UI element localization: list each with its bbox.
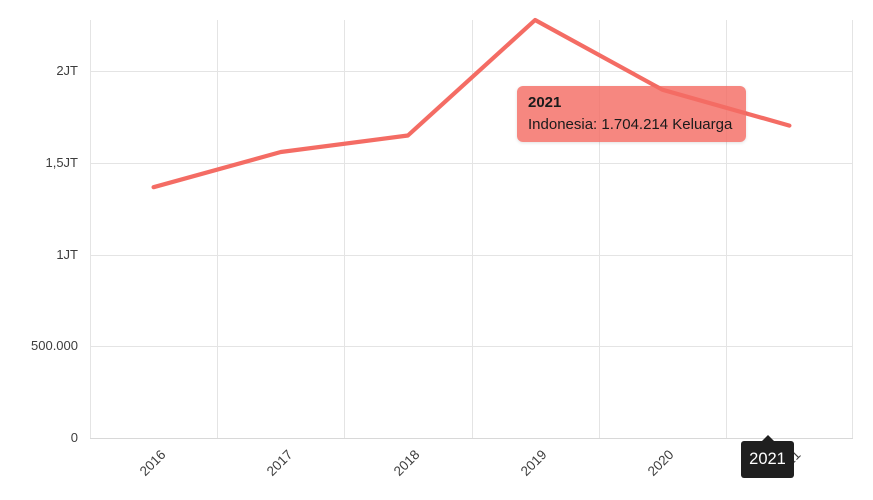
gridline-horizontal (90, 162, 853, 164)
x-axis-tick-label: 2018 (390, 447, 423, 479)
y-axis-tick-label: 1JT (56, 247, 78, 262)
gridline-vertical (217, 20, 218, 438)
y-axis-tick-label: 1,5JT (45, 155, 78, 170)
plot-area (90, 17, 853, 439)
line-series-svg (151, 17, 792, 190)
y-axis-tick-label: 500.000 (31, 338, 78, 353)
x-axis-tick-label: 2017 (263, 447, 296, 479)
selected-year-label: 2021 (749, 450, 786, 468)
selected-year-badge[interactable]: 2021 (741, 435, 794, 478)
y-axis-tick-label: 0 (70, 430, 78, 445)
gridline-vertical (599, 20, 600, 438)
y-axis-tick-label: 2JT (56, 63, 78, 78)
gridline-horizontal (90, 437, 853, 439)
gridline-vertical (726, 20, 727, 438)
gridline-horizontal (90, 254, 853, 256)
tooltip: 2021 Indonesia: 1.704.214 Keluarga (517, 86, 746, 142)
x-axis-tick-label: 2020 (644, 447, 677, 479)
caret-up-icon (760, 435, 775, 442)
gridline-horizontal (90, 70, 853, 72)
tooltip-title: 2021 (528, 94, 562, 111)
x-axis-tick-label: 2019 (517, 447, 550, 479)
gridline-horizontal (90, 345, 853, 347)
tooltip-body: Indonesia: 1.704.214 Keluarga (528, 116, 733, 133)
gridline-vertical (472, 20, 473, 438)
gridline-vertical (90, 20, 91, 438)
gridline-vertical (852, 20, 853, 438)
gridline-vertical (344, 20, 345, 438)
x-axis-tick-label: 2016 (136, 447, 169, 479)
